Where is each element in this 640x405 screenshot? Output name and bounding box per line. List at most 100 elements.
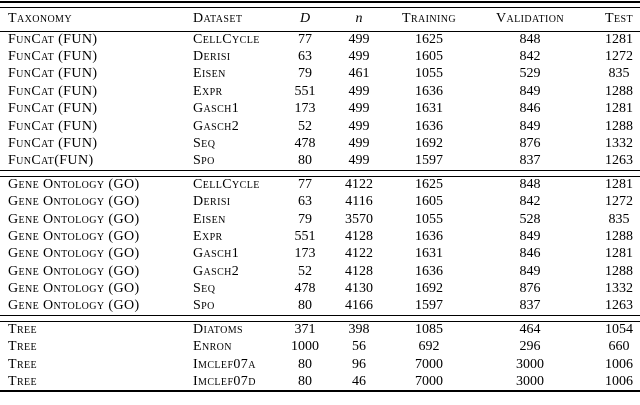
table-row: Gene Ontology (GO) CellCycle 77 4122 1625 848… xyxy=(0,176,640,193)
top-rule xyxy=(0,1,640,8)
cell-n: 499 xyxy=(348,101,370,117)
column-header-n: n xyxy=(322,7,396,32)
section-divider xyxy=(0,314,640,322)
cell-test: 1281 xyxy=(605,177,633,193)
bottom-rule-line xyxy=(0,389,640,393)
cell-n: 499 xyxy=(348,31,370,47)
header-row: Taxonomy Dataset D n Training Validation… xyxy=(0,7,640,32)
cell-n: 499 xyxy=(348,136,370,152)
section-gene-ontology: Gene Ontology (GO) CellCycle 77 4122 1625 848… xyxy=(0,176,640,315)
double-rule xyxy=(0,169,640,177)
section-funcat: FunCat (FUN) CellCycle 77 499 1625 848 1281 Fun… xyxy=(0,31,640,170)
cell-training: 1597 xyxy=(415,298,443,314)
cell-training: 1597 xyxy=(415,153,443,169)
datasets-table: Taxonomy Dataset D n Training Validation… xyxy=(0,1,640,393)
cell-dataset: Enron xyxy=(193,339,232,355)
cell-taxonomy: Tree xyxy=(8,373,38,389)
table-row: FunCat (FUN) CellCycle 77 499 1625 848 1281 xyxy=(0,31,640,48)
column-header-taxonomy: Taxonomy xyxy=(0,7,190,32)
table-row: FunCat (FUN) Gasch1 173 499 1631 846 1281 xyxy=(0,101,640,118)
cell-training: 1631 xyxy=(415,101,443,117)
cell-dataset: Gasch1 xyxy=(193,246,240,262)
cell-training: 1605 xyxy=(415,49,443,65)
cell-taxonomy: FunCat (FUN) xyxy=(8,83,98,99)
cell-dataset: Gasch2 xyxy=(193,263,240,279)
cell-validation: 3000 xyxy=(516,356,544,372)
cell-n: 461 xyxy=(348,66,370,82)
cell-training: 1625 xyxy=(415,31,443,47)
column-header-training: Training xyxy=(396,7,462,32)
cell-dataset: Expr xyxy=(193,228,223,244)
cell-test: 1332 xyxy=(605,136,633,152)
cell-test: 1281 xyxy=(605,31,633,47)
cell-taxonomy: Tree xyxy=(8,322,38,338)
table-row: Tree Imclef07d 80 46 7000 3000 1006 xyxy=(0,373,640,390)
cell-validation: 528 xyxy=(519,211,541,227)
cell-validation: 296 xyxy=(519,339,541,355)
cell-taxonomy: FunCat(FUN) xyxy=(8,153,94,169)
cell-training: 692 xyxy=(418,339,440,355)
cell-test: 1054 xyxy=(605,322,633,338)
cell-d: 79 xyxy=(298,211,312,227)
cell-dataset: Expr xyxy=(193,83,223,99)
table-row: FunCat (FUN) Gasch2 52 499 1636 849 1288 xyxy=(0,118,640,135)
table-row: FunCat (FUN) Eisen 79 461 1055 529 835 xyxy=(0,66,640,83)
cell-dataset: Imclef07d xyxy=(193,373,256,389)
cell-validation: 849 xyxy=(519,228,541,244)
cell-taxonomy: Gene Ontology (GO) xyxy=(8,298,140,314)
cell-validation: 846 xyxy=(519,101,541,117)
cell-test: 835 xyxy=(608,211,630,227)
cell-training: 1636 xyxy=(415,263,443,279)
cell-validation: 837 xyxy=(519,298,541,314)
cell-dataset: Gasch1 xyxy=(193,101,240,117)
cell-validation: 846 xyxy=(519,246,541,262)
cell-taxonomy: FunCat (FUN) xyxy=(8,101,98,117)
cell-d: 80 xyxy=(298,356,312,372)
cell-validation: 837 xyxy=(519,153,541,169)
cell-n: 4116 xyxy=(345,194,373,210)
cell-training: 1636 xyxy=(415,118,443,134)
cell-taxonomy: FunCat (FUN) xyxy=(8,118,98,134)
table-row: FunCat (FUN) Seq 478 499 1692 876 1332 xyxy=(0,135,640,152)
cell-validation: 464 xyxy=(519,322,541,338)
table-row: Tree Enron 1000 56 692 296 660 xyxy=(0,339,640,356)
cell-taxonomy: Tree xyxy=(8,356,38,372)
cell-taxonomy: Gene Ontology (GO) xyxy=(8,194,140,210)
bottom-rule xyxy=(0,389,640,393)
cell-n: 46 xyxy=(352,373,366,389)
cell-taxonomy: Gene Ontology (GO) xyxy=(8,211,140,227)
table-row: Gene Ontology (GO) Derisi 63 4116 1605 842 127… xyxy=(0,194,640,211)
cell-d: 1000 xyxy=(291,339,319,355)
cell-taxonomy: Gene Ontology (GO) xyxy=(8,281,140,297)
cell-dataset: Derisi xyxy=(193,194,231,210)
cell-test: 1006 xyxy=(605,356,633,372)
cell-dataset: CellCycle xyxy=(193,31,260,47)
cell-validation: 848 xyxy=(519,177,541,193)
cell-d: 80 xyxy=(298,298,312,314)
table-row: Gene Ontology (GO) Gasch1 173 4122 1631 846 12… xyxy=(0,246,640,263)
cell-test: 1263 xyxy=(605,153,633,169)
column-header-d: D xyxy=(288,7,322,32)
table-row: Gene Ontology (GO) Expr 551 4128 1636 849 1288 xyxy=(0,228,640,245)
cell-dataset: Spo xyxy=(193,298,215,314)
cell-training: 1625 xyxy=(415,177,443,193)
cell-n: 499 xyxy=(348,153,370,169)
cell-d: 52 xyxy=(298,118,312,134)
cell-training: 7000 xyxy=(415,356,443,372)
table-header: Taxonomy Dataset D n Training Validation… xyxy=(0,1,640,32)
cell-dataset: Eisen xyxy=(193,66,226,82)
cell-validation: 842 xyxy=(519,49,541,65)
cell-n: 4122 xyxy=(345,246,373,262)
cell-taxonomy: FunCat (FUN) xyxy=(8,49,98,65)
cell-d: 63 xyxy=(298,49,312,65)
cell-n: 4128 xyxy=(345,263,373,279)
cell-n: 499 xyxy=(348,49,370,65)
cell-n: 398 xyxy=(348,322,370,338)
cell-validation: 849 xyxy=(519,263,541,279)
cell-training: 1605 xyxy=(415,194,443,210)
table-row: Gene Ontology (GO) Gasch2 52 4128 1636 849 128… xyxy=(0,263,640,280)
cell-taxonomy: Tree xyxy=(8,339,38,355)
cell-d: 478 xyxy=(294,136,316,152)
cell-validation: 849 xyxy=(519,83,541,99)
section-divider xyxy=(0,169,640,177)
